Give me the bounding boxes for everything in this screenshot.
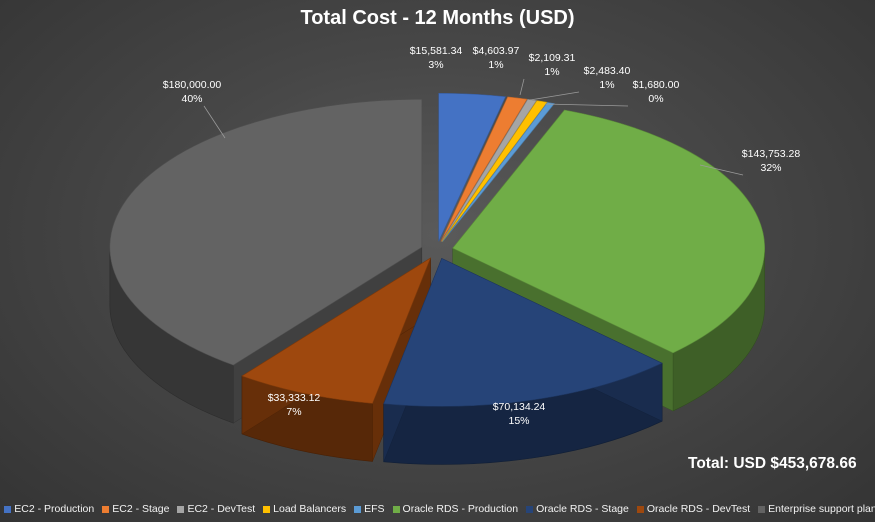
legend-swatch (263, 505, 271, 513)
legend-item-ec2-production: EC2 - Production (4, 503, 94, 515)
legend-item-ec2-devtest: EC2 - DevTest (177, 503, 255, 515)
legend-swatch (4, 505, 12, 513)
data-label-value-enterprise-support-plan: $180,000.00 (163, 79, 222, 91)
data-label-value-ec2-devtest: $2,109.31 (529, 52, 576, 64)
data-label-percent-efs: 0% (648, 93, 663, 105)
legend-swatch (177, 505, 185, 513)
legend-swatch (526, 505, 534, 513)
data-label-percent-ec2-stage: 1% (488, 59, 503, 71)
data-label-value-efs: $1,680.00 (633, 79, 680, 91)
legend-swatch (636, 505, 644, 513)
pie-slice-oracle-rds-stage (383, 258, 663, 407)
legend-label: Oracle RDS - DevTest (646, 503, 751, 515)
leader-line-oracle-rds-production (699, 164, 744, 176)
data-label-percent-oracle-rds-stage: 15% (508, 415, 529, 427)
data-label-value-oracle-rds-stage: $70,134.24 (493, 401, 546, 413)
data-label-value-ec2-stage: $4,603.97 (473, 45, 520, 57)
pie-slice-ec2-stage (440, 96, 528, 242)
legend-label: EC2 - Stage (112, 503, 170, 515)
legend-item-load-balancers: Load Balancers (263, 503, 346, 515)
legend-label: Oracle RDS - Stage (536, 503, 629, 515)
legend-label: Oracle RDS - Production (402, 503, 519, 515)
data-label-percent-ec2-production: 3% (428, 59, 443, 71)
leader-line-efs (544, 103, 629, 107)
data-label-percent-oracle-rds-devtest: 7% (286, 406, 301, 418)
pie-slice-ec2-production (438, 92, 506, 242)
legend-label: EC2 - DevTest (187, 503, 256, 515)
chart-legend: EC2 - Production EC2 - Stage EC2 - DevTest… (4, 503, 875, 515)
data-label-percent-load-balancers: 1% (599, 79, 614, 91)
legend-item-enterprise-support-plan: Enterprise support plan (758, 503, 875, 515)
pie-slice-oracle-rds-devtest (241, 257, 432, 404)
total-cost-label: Total: USD $453,678.66 (688, 455, 857, 472)
data-label-percent-enterprise-support-plan: 40% (181, 93, 202, 105)
data-label-value-load-balancers: $2,483.40 (584, 65, 631, 77)
legend-label: Enterprise support plan (768, 503, 875, 515)
legend-label: EC2 - Production (14, 503, 95, 515)
legend-item-oracle-rds-devtest: Oracle RDS - DevTest (636, 503, 751, 515)
pie-slice-oracle-rds-production (452, 109, 765, 354)
data-label-value-oracle-rds-production: $143,753.28 (742, 148, 801, 160)
leader-line-enterprise-support-plan (203, 105, 226, 139)
data-label-value-ec2-production: $15,581.34 (410, 45, 463, 57)
legend-item-oracle-rds-production: Oracle RDS - Production (392, 503, 519, 515)
legend-label: Load Balancers (273, 503, 347, 515)
leader-line-ec2-devtest (519, 78, 525, 96)
pie-slice-enterprise-support-plan (109, 98, 423, 366)
legend-swatch (102, 505, 110, 513)
pie-slice-efs (442, 102, 555, 242)
legend-swatch (758, 505, 766, 513)
legend-item-oracle-rds-stage: Oracle RDS - Stage (526, 503, 629, 515)
legend-item-ec2-stage: EC2 - Stage (102, 503, 169, 515)
data-label-percent-ec2-devtest: 1% (544, 66, 559, 78)
data-label-percent-oracle-rds-production: 32% (760, 162, 781, 174)
legend-swatch (392, 505, 400, 513)
leader-line-load-balancers (529, 91, 580, 101)
chart-title: Total Cost - 12 Months (USD) (300, 7, 575, 29)
legend-swatch (354, 505, 362, 513)
data-label-value-oracle-rds-devtest: $33,333.12 (268, 392, 321, 404)
legend-item-efs: EFS (354, 503, 385, 515)
legend-label: EFS (364, 503, 385, 515)
pie-slice-load-balancers (441, 100, 548, 242)
